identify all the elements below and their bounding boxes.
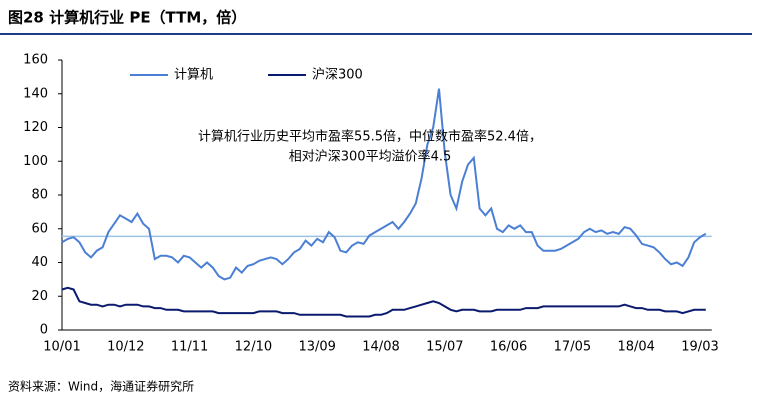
y-tick-label: 40 (31, 255, 48, 270)
legend-label: 计算机 (174, 68, 213, 83)
x-tick-label: 15/07 (426, 340, 463, 355)
y-tick-label: 140 (23, 86, 48, 101)
x-tick-label: 19/03 (681, 340, 718, 355)
x-tick-label: 12/10 (235, 340, 272, 355)
y-tick-label: 0 (40, 323, 48, 338)
x-tick-label: 11/11 (171, 340, 208, 355)
annotation: 相对沪深300平均溢价率4.5 (289, 149, 452, 165)
series-line (61, 88, 707, 281)
x-tick-label: 14/08 (362, 340, 399, 355)
y-tick-label: 20 (31, 289, 48, 304)
x-tick-label: 10/01 (43, 340, 80, 355)
y-tick-label: 100 (23, 154, 48, 169)
y-tick-label: 120 (23, 120, 48, 135)
chart-title: 图28 计算机行业 PE（TTM，倍） (8, 9, 246, 27)
y-tick-label: 160 (23, 53, 48, 68)
x-tick-label: 13/09 (298, 340, 335, 355)
x-tick-label: 10/12 (107, 340, 144, 355)
x-tick-label: 18/04 (617, 340, 654, 355)
y-tick-label: 60 (31, 221, 48, 236)
series-line (61, 286, 706, 318)
source: 资料来源：Wind，海通证券研究所 (8, 379, 194, 394)
x-tick-label: 17/05 (554, 340, 591, 355)
legend-label: 沪深300 (312, 67, 363, 83)
x-tick-label: 16/06 (490, 340, 527, 355)
annotation: 计算机行业历史平均市盈率55.5倍，中位数市盈率52.4倍， (198, 129, 542, 145)
y-tick-label: 80 (31, 188, 48, 203)
